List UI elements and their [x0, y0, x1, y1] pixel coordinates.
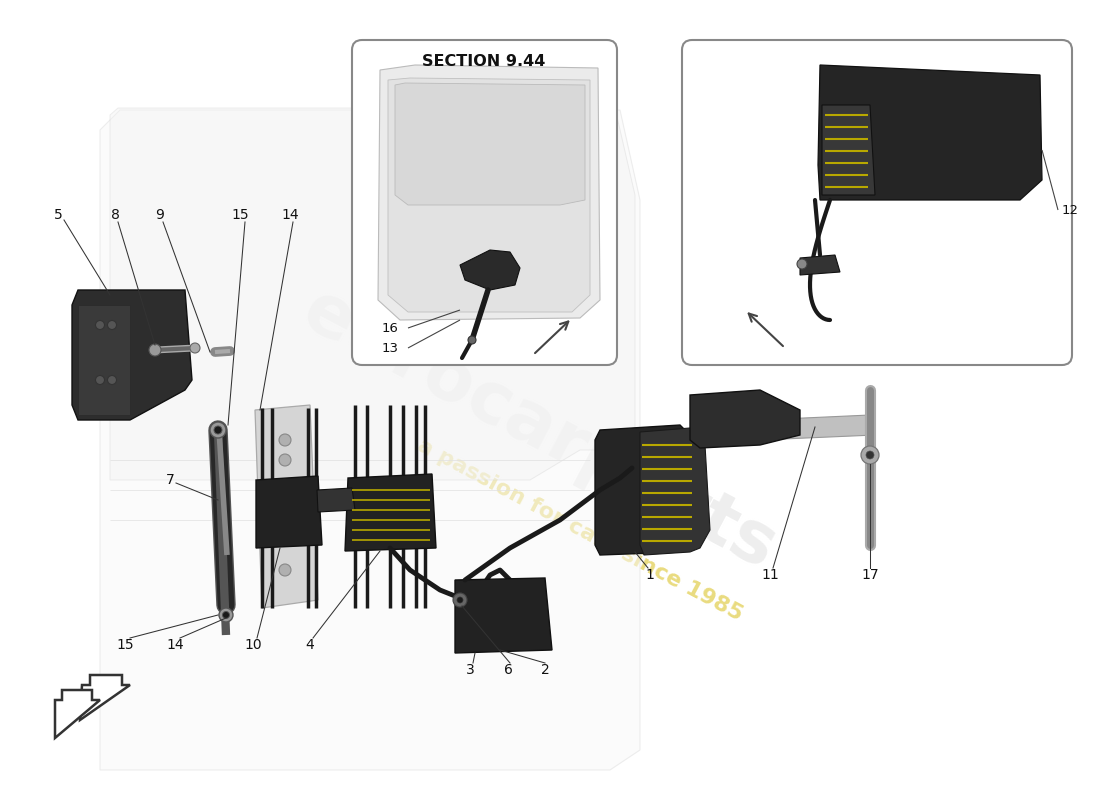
- Circle shape: [96, 375, 104, 385]
- Text: 6: 6: [504, 663, 513, 677]
- Circle shape: [279, 564, 292, 576]
- Circle shape: [108, 375, 117, 385]
- Circle shape: [866, 451, 874, 459]
- Polygon shape: [395, 83, 585, 205]
- Polygon shape: [255, 405, 318, 608]
- Circle shape: [279, 534, 292, 546]
- Text: 12: 12: [1062, 203, 1079, 217]
- Text: 9: 9: [155, 208, 164, 222]
- Circle shape: [96, 321, 104, 330]
- Polygon shape: [760, 415, 874, 440]
- FancyBboxPatch shape: [682, 40, 1072, 365]
- Text: 16: 16: [382, 322, 399, 334]
- Polygon shape: [640, 428, 710, 555]
- Polygon shape: [55, 690, 100, 738]
- Circle shape: [222, 611, 230, 618]
- Text: 17: 17: [861, 568, 879, 582]
- Polygon shape: [818, 65, 1042, 200]
- Text: 2: 2: [540, 663, 549, 677]
- Circle shape: [861, 446, 879, 464]
- Polygon shape: [110, 108, 635, 480]
- Polygon shape: [100, 110, 640, 770]
- Polygon shape: [78, 305, 130, 415]
- Text: 3: 3: [465, 663, 474, 677]
- Text: 15: 15: [231, 208, 249, 222]
- Text: 8: 8: [111, 208, 120, 222]
- Text: 7: 7: [166, 473, 175, 487]
- Polygon shape: [595, 425, 700, 555]
- Polygon shape: [256, 476, 322, 548]
- Text: 11: 11: [761, 568, 779, 582]
- Text: 15: 15: [117, 638, 134, 652]
- Polygon shape: [72, 290, 192, 420]
- Text: 5: 5: [54, 208, 63, 222]
- Circle shape: [279, 454, 292, 466]
- Text: 10: 10: [244, 638, 262, 652]
- Polygon shape: [388, 78, 590, 312]
- Text: 1: 1: [646, 568, 654, 582]
- Text: 4: 4: [306, 638, 315, 652]
- Polygon shape: [317, 488, 355, 512]
- Text: 14: 14: [166, 638, 184, 652]
- Circle shape: [468, 336, 476, 344]
- Circle shape: [456, 597, 463, 603]
- Polygon shape: [822, 105, 875, 195]
- Circle shape: [453, 593, 468, 607]
- Circle shape: [214, 426, 222, 434]
- Circle shape: [108, 321, 117, 330]
- Polygon shape: [345, 474, 436, 551]
- Circle shape: [798, 259, 807, 269]
- Text: 13: 13: [382, 342, 399, 354]
- Circle shape: [279, 434, 292, 446]
- Circle shape: [210, 422, 225, 438]
- Polygon shape: [800, 255, 840, 275]
- Text: a passion for cars since 1985: a passion for cars since 1985: [414, 435, 746, 625]
- Polygon shape: [378, 65, 600, 320]
- Polygon shape: [690, 390, 800, 448]
- Circle shape: [148, 344, 161, 356]
- Text: 14: 14: [282, 208, 299, 222]
- Polygon shape: [80, 675, 130, 720]
- Text: eurocarparts: eurocarparts: [292, 276, 789, 584]
- Text: SECTION 9.44: SECTION 9.44: [422, 54, 546, 70]
- FancyBboxPatch shape: [352, 40, 617, 365]
- Polygon shape: [455, 578, 552, 653]
- Circle shape: [219, 608, 233, 622]
- Polygon shape: [460, 250, 520, 290]
- Circle shape: [190, 343, 200, 353]
